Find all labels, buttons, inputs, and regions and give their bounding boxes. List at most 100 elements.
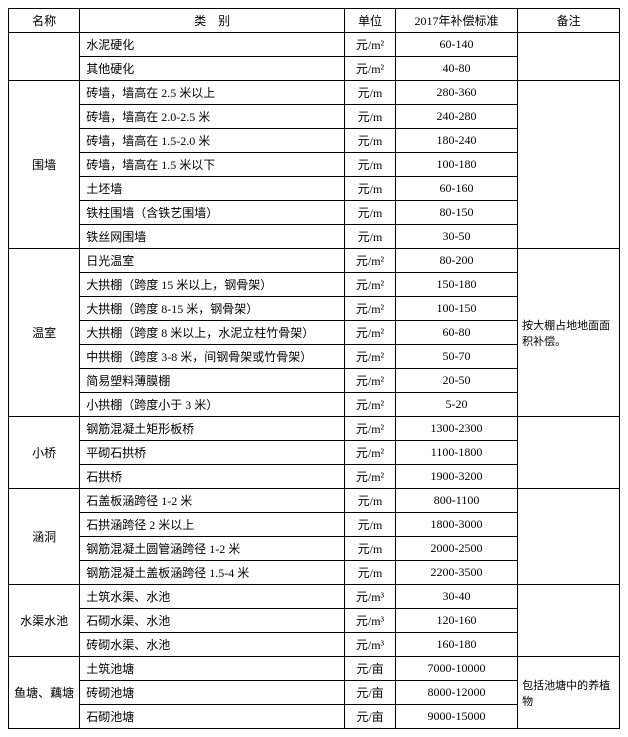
category-cell: 水泥硬化 (80, 33, 345, 57)
category-cell: 砖墙，墙高在 1.5-2.0 米 (80, 129, 345, 153)
standard-cell: 100-180 (395, 153, 517, 177)
category-cell: 日光温室 (80, 249, 345, 273)
category-cell: 钢筋混凝土矩形板桥 (80, 417, 345, 441)
unit-cell: 元/m (345, 81, 396, 105)
category-cell: 土筑水渠、水池 (80, 585, 345, 609)
standard-cell: 7000-10000 (395, 657, 517, 681)
group-name-cell: 鱼塘、藕塘 (9, 657, 80, 729)
col-standard: 2017年补偿标准 (395, 9, 517, 33)
category-cell: 土坯墙 (80, 177, 345, 201)
standard-cell: 2000-2500 (395, 537, 517, 561)
unit-cell: 元/m² (345, 345, 396, 369)
standard-cell: 80-200 (395, 249, 517, 273)
category-cell: 铁丝网围墙 (80, 225, 345, 249)
standard-cell: 80-150 (395, 201, 517, 225)
category-cell: 石拱桥 (80, 465, 345, 489)
category-cell: 石砌水渠、水池 (80, 609, 345, 633)
col-unit: 单位 (345, 9, 396, 33)
note-cell (518, 489, 620, 585)
unit-cell: 元/m² (345, 273, 396, 297)
standard-cell: 9000-15000 (395, 705, 517, 729)
category-cell: 石盖板涵跨径 1-2 米 (80, 489, 345, 513)
standard-cell: 160-180 (395, 633, 517, 657)
unit-cell: 元/m (345, 561, 396, 585)
col-note: 备注 (518, 9, 620, 33)
unit-cell: 元/m³ (345, 609, 396, 633)
col-name: 名称 (9, 9, 80, 33)
standard-cell: 8000-12000 (395, 681, 517, 705)
note-cell (518, 417, 620, 489)
unit-cell: 元/m³ (345, 585, 396, 609)
note-cell (518, 33, 620, 81)
category-cell: 小拱棚（跨度小于 3 米） (80, 393, 345, 417)
standard-cell: 60-160 (395, 177, 517, 201)
category-cell: 钢筋混凝土圆管涵跨径 1-2 米 (80, 537, 345, 561)
unit-cell: 元/m² (345, 465, 396, 489)
standard-cell: 20-50 (395, 369, 517, 393)
group-name-cell: 涵洞 (9, 489, 80, 585)
note-cell (518, 81, 620, 249)
unit-cell: 元/m² (345, 417, 396, 441)
table-row: 围墙砖墙，墙高在 2.5 米以上元/m280-360 (9, 81, 620, 105)
group-name-cell: 水渠水池 (9, 585, 80, 657)
group-name-cell: 围墙 (9, 81, 80, 249)
table-row: 鱼塘、藕塘土筑池塘元/亩7000-10000包括池塘中的养植物 (9, 657, 620, 681)
category-cell: 砖墙，墙高在 2.5 米以上 (80, 81, 345, 105)
standard-cell: 30-40 (395, 585, 517, 609)
unit-cell: 元/m² (345, 297, 396, 321)
standard-cell: 2200-3500 (395, 561, 517, 585)
unit-cell: 元/亩 (345, 657, 396, 681)
standard-cell: 240-280 (395, 105, 517, 129)
standard-cell: 60-140 (395, 33, 517, 57)
standard-cell: 180-240 (395, 129, 517, 153)
unit-cell: 元/m (345, 537, 396, 561)
compensation-table: 名称 类 别 单位 2017年补偿标准 备注 水泥硬化元/m²60-140其他硬… (8, 8, 620, 729)
category-cell: 砖砌水渠、水池 (80, 633, 345, 657)
category-cell: 砖墙，墙高在 2.0-2.5 米 (80, 105, 345, 129)
table-row: 水泥硬化元/m²60-140 (9, 33, 620, 57)
category-cell: 钢筋混凝土盖板涵跨径 1.5-4 米 (80, 561, 345, 585)
category-cell: 土筑池塘 (80, 657, 345, 681)
table-row: 水渠水池土筑水渠、水池元/m³30-40 (9, 585, 620, 609)
unit-cell: 元/m (345, 129, 396, 153)
standard-cell: 1800-3000 (395, 513, 517, 537)
category-cell: 石拱涵跨径 2 米以上 (80, 513, 345, 537)
unit-cell: 元/m² (345, 33, 396, 57)
unit-cell: 元/m (345, 153, 396, 177)
table-row: 涵洞石盖板涵跨径 1-2 米元/m800-1100 (9, 489, 620, 513)
note-cell: 按大棚占地地面面积补偿。 (518, 249, 620, 417)
standard-cell: 150-180 (395, 273, 517, 297)
standard-cell: 40-80 (395, 57, 517, 81)
standard-cell: 30-50 (395, 225, 517, 249)
category-cell: 大拱棚（跨度 8-15 米，钢骨架） (80, 297, 345, 321)
standard-cell: 60-80 (395, 321, 517, 345)
standard-cell: 1900-3200 (395, 465, 517, 489)
standard-cell: 120-160 (395, 609, 517, 633)
standard-cell: 5-20 (395, 393, 517, 417)
category-cell: 砖墙，墙高在 1.5 米以下 (80, 153, 345, 177)
unit-cell: 元/m (345, 225, 396, 249)
group-name-cell: 小桥 (9, 417, 80, 489)
category-cell: 其他硬化 (80, 57, 345, 81)
unit-cell: 元/m² (345, 57, 396, 81)
unit-cell: 元/m² (345, 441, 396, 465)
table-row: 小桥钢筋混凝土矩形板桥元/m²1300-2300 (9, 417, 620, 441)
standard-cell: 1100-1800 (395, 441, 517, 465)
category-cell: 铁柱围墙（含铁艺围墙） (80, 201, 345, 225)
category-cell: 砖砌池塘 (80, 681, 345, 705)
category-cell: 石砌池塘 (80, 705, 345, 729)
unit-cell: 元/m (345, 513, 396, 537)
table-row: 温室日光温室元/m²80-200按大棚占地地面面积补偿。 (9, 249, 620, 273)
standard-cell: 50-70 (395, 345, 517, 369)
unit-cell: 元/m (345, 489, 396, 513)
unit-cell: 元/m² (345, 249, 396, 273)
table-header-row: 名称 类 别 单位 2017年补偿标准 备注 (9, 9, 620, 33)
standard-cell: 100-150 (395, 297, 517, 321)
group-name-cell (9, 33, 80, 81)
unit-cell: 元/m² (345, 321, 396, 345)
unit-cell: 元/m² (345, 369, 396, 393)
note-cell: 包括池塘中的养植物 (518, 657, 620, 729)
unit-cell: 元/m³ (345, 633, 396, 657)
category-cell: 中拱棚（跨度 3-8 米，间钢骨架或竹骨架） (80, 345, 345, 369)
category-cell: 简易塑料薄膜棚 (80, 369, 345, 393)
